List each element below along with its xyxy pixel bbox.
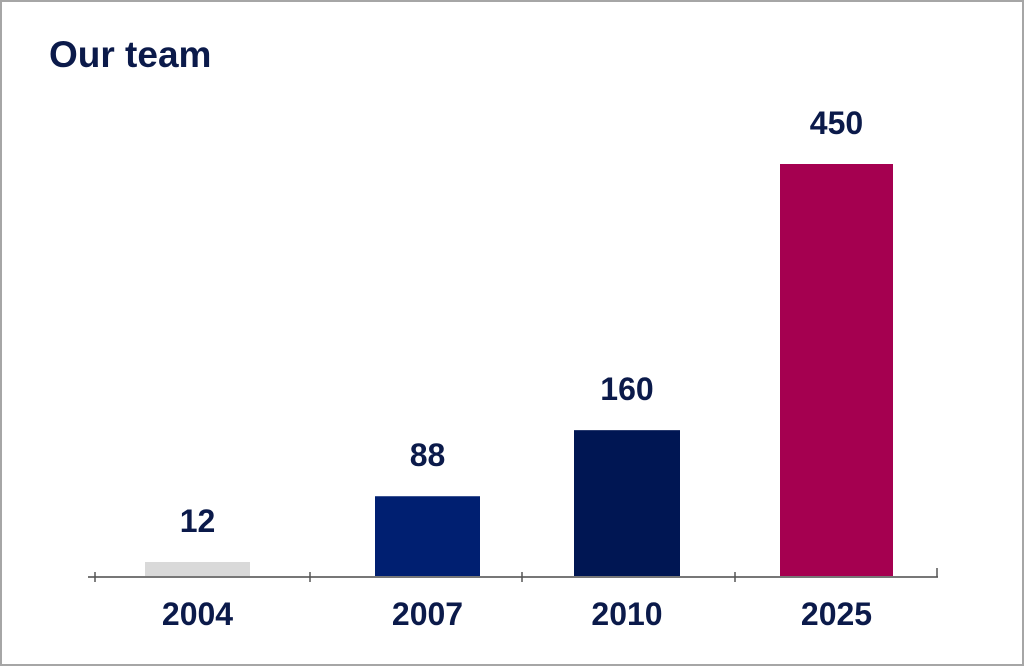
bar-2004 (145, 562, 250, 577)
x-tick-label-2010: 2010 (591, 596, 662, 632)
chart-title: Our team (49, 34, 212, 75)
bar-2007 (375, 496, 480, 577)
bar-2010 (574, 430, 680, 577)
x-tick-label-2004: 2004 (162, 596, 233, 632)
data-label-2025: 450 (810, 105, 863, 141)
data-label-2007: 88 (410, 437, 446, 473)
x-tick-label-2025: 2025 (801, 596, 872, 632)
data-label-2010: 160 (600, 371, 653, 407)
x-tick-label-2007: 2007 (392, 596, 463, 632)
bar-2025 (780, 164, 893, 577)
data-label-2004: 12 (180, 503, 216, 539)
